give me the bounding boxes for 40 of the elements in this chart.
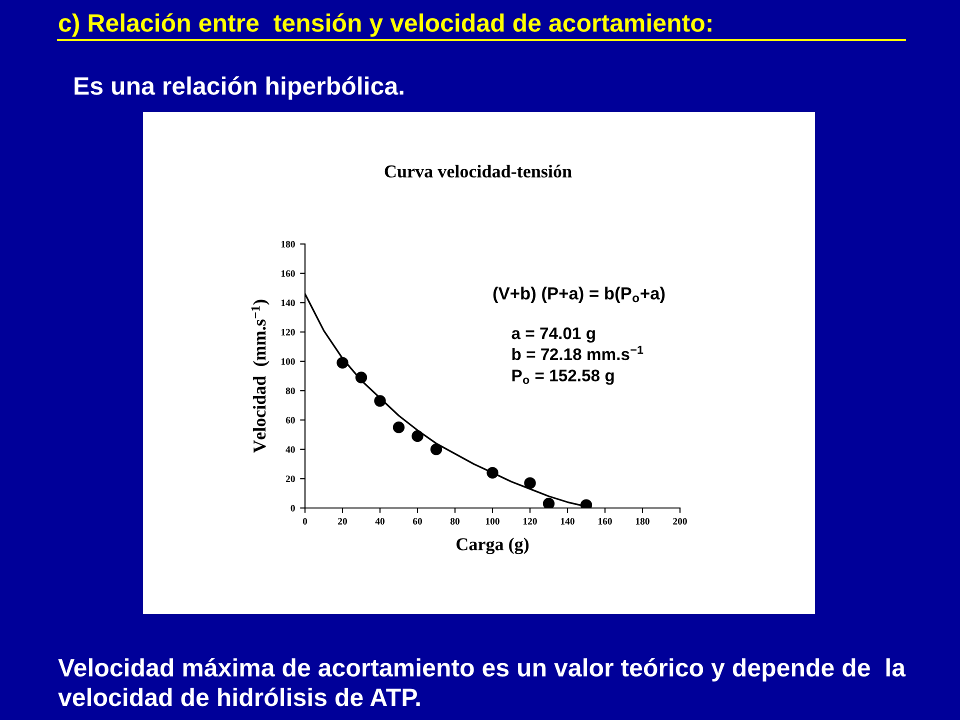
x-tick-label: 180: [636, 518, 650, 525]
x-tick-label: 40: [375, 518, 384, 525]
x-tick-label: 140: [560, 518, 574, 525]
point: [355, 372, 368, 384]
annotation: b = 72.18 mm.s$^{−1}$: [512, 346, 644, 360]
point: [392, 421, 405, 434]
y-axis-title: Velocidad (mm.s$^{−1}$): [251, 300, 270, 453]
y-tick-label: 80: [286, 388, 295, 394]
x-tick-label: 80: [450, 518, 460, 525]
x-tick-label: 20: [338, 518, 347, 525]
point: [524, 477, 536, 489]
point: [430, 443, 442, 456]
y-tick-label: 60: [286, 416, 295, 424]
x-tick-label: 60: [412, 518, 422, 525]
x-axis-title: Carga (g): [456, 538, 529, 554]
point: [542, 498, 555, 508]
y-tick-label: 140: [281, 300, 295, 306]
x-tick-label: 100: [486, 518, 500, 525]
y-tick-label: 40: [286, 446, 295, 453]
y-tick-label: 120: [281, 328, 295, 336]
y-tick-label: 0: [290, 504, 295, 512]
chart-title: c) Relación entre tensión y velocidad de acortamiento:: [58, 13, 712, 37]
point: [336, 356, 348, 369]
chart-subtitle: Es una relación hiperbólica.: [74, 76, 404, 100]
x-tick-label: 160: [598, 518, 612, 525]
y-tick-label: 180: [281, 240, 295, 248]
y-tick-label: 160: [281, 270, 295, 277]
y-tick-label: 20: [286, 476, 295, 482]
x-tick-label: 0: [302, 518, 308, 525]
text: Curva velocidad-tensión: [384, 164, 572, 178]
y-tick-label: 100: [281, 358, 295, 365]
x-tick-label: 120: [523, 518, 537, 525]
text: Velocidad máxima de acortamiento es un valor teórico y depende de la velocidad de hidrólisis de ATP.: [58, 658, 906, 706]
annotation: a = 74.01 g: [512, 327, 595, 343]
point: [374, 395, 386, 407]
point: [412, 430, 424, 442]
point: [486, 466, 498, 479]
annotation: P$_{o}$ = 152.58 g: [512, 370, 614, 385]
x-tick-label: 200: [673, 518, 687, 525]
annotation: (V+b) (P+a) = b(P$_{o}$+a): [493, 286, 665, 303]
